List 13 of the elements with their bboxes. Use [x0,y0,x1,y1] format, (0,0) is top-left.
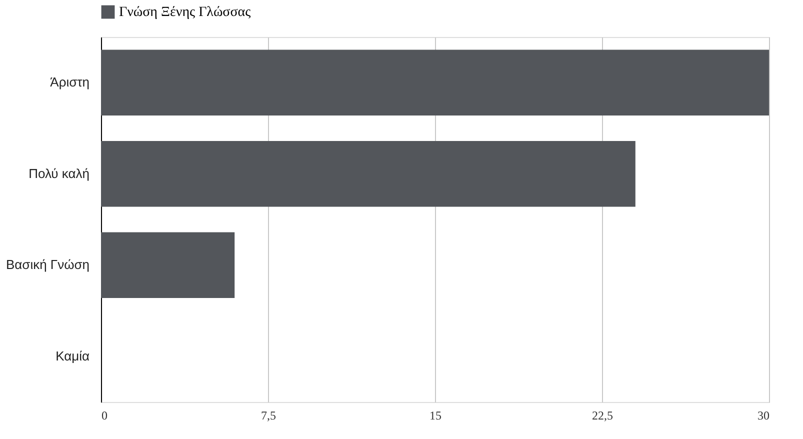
x-tick-label: 30 [758,408,770,422]
bar [101,50,769,116]
x-tick-label: 7,5 [261,408,276,422]
x-tick-label: 0 [102,408,108,422]
y-tick-label: Καμία [56,348,90,364]
x-tick-label: 22,5 [592,408,613,422]
y-tick-label: Άριστη [50,74,90,90]
bar [101,232,235,298]
y-tick-label: Πολύ καλή [28,166,90,181]
y-tick-label: Βασική Γνώση [6,257,90,272]
bar [101,141,636,207]
legend-label: Γνώση Ξένης Γλώσσας [119,5,252,20]
x-tick-label: 15 [430,408,442,422]
